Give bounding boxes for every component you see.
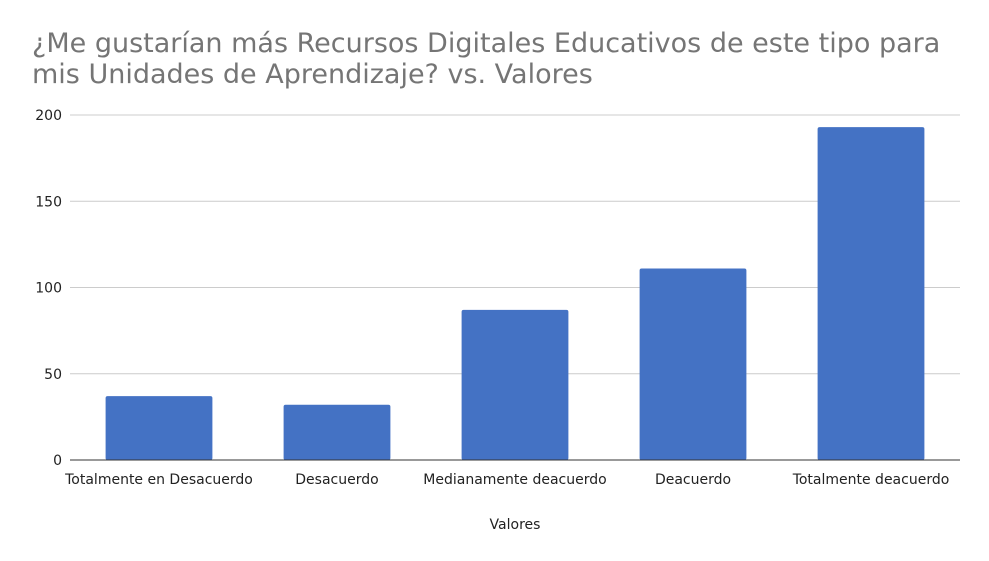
x-tick-label: Totalmente deacuerdo xyxy=(792,472,950,488)
y-tick-label: 0 xyxy=(53,453,62,469)
y-tick-label: 150 xyxy=(35,194,62,210)
x-tick-label: Totalmente en Desacuerdo xyxy=(64,472,253,488)
y-tick-label: 200 xyxy=(35,108,62,124)
chart-title: ¿Me gustarían más Recursos Digitales Edu… xyxy=(32,28,941,90)
bars xyxy=(105,127,925,460)
x-axis-label: Valores xyxy=(490,517,541,533)
x-tick-label: Deacuerdo xyxy=(655,472,731,488)
bar xyxy=(461,309,569,460)
x-tick-label: Desacuerdo xyxy=(295,472,378,488)
bar xyxy=(283,404,391,460)
y-tick-label: 50 xyxy=(44,367,62,383)
y-tick-label: 100 xyxy=(35,281,62,297)
x-tick-label: Medianamente deacuerdo xyxy=(423,472,606,488)
x-axis-categories: Totalmente en Desacuerdo Desacuerdo Median… xyxy=(64,472,949,488)
bar xyxy=(639,268,747,460)
bar xyxy=(817,127,925,460)
y-axis-ticks: 0 50 100 150 200 xyxy=(35,108,62,469)
bar xyxy=(105,396,213,460)
